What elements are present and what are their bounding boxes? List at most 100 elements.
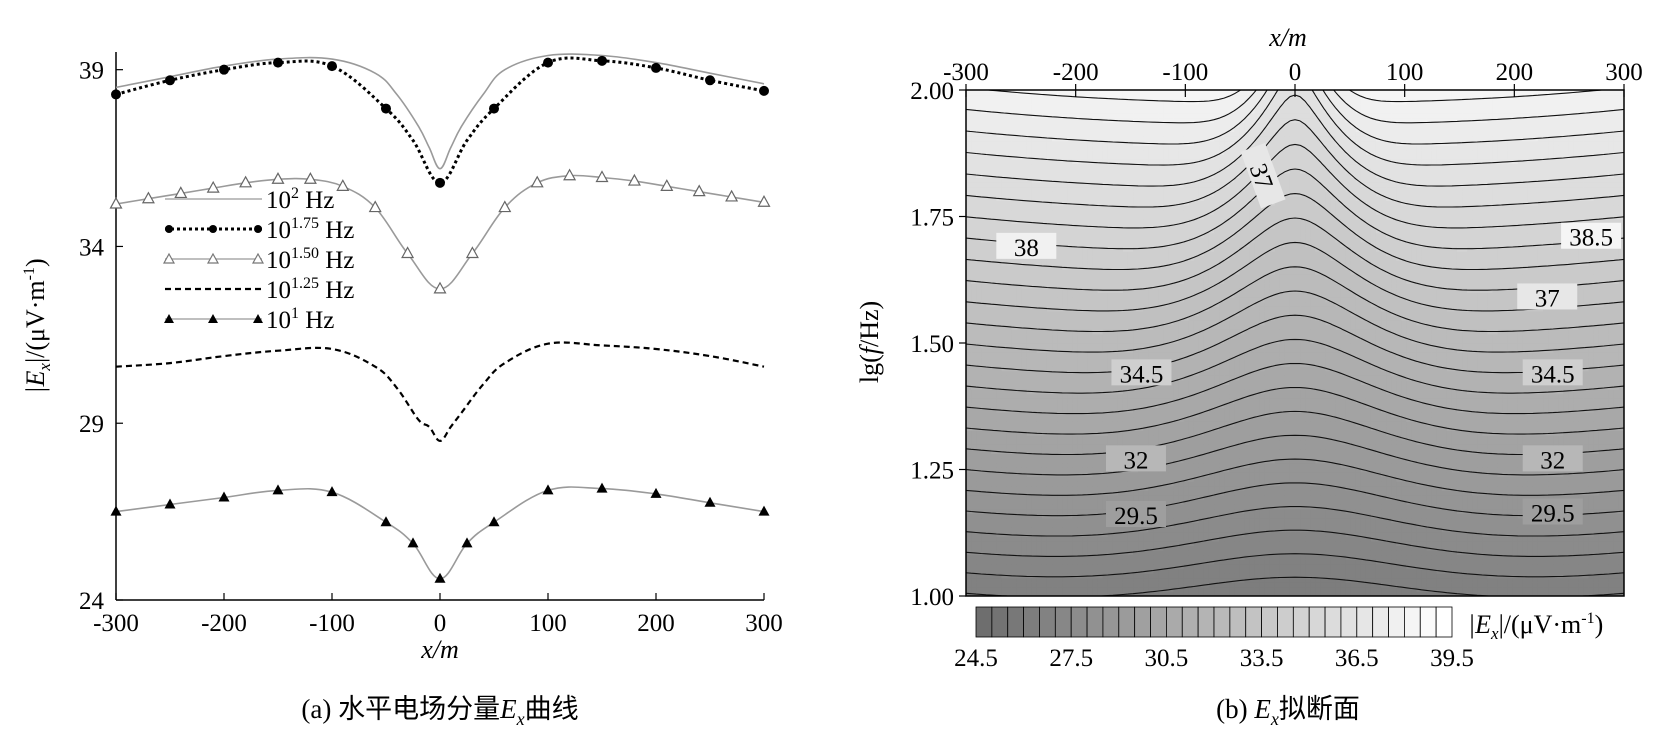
heatmap-cell (1289, 545, 1296, 551)
heatmap-cell (1492, 517, 1499, 523)
heatmap-cell (1401, 439, 1407, 445)
heatmap-cell (1178, 527, 1185, 533)
heatmap-cell (1036, 554, 1043, 560)
heatmap-cell (1502, 485, 1509, 491)
heatmap-cell (1492, 508, 1499, 514)
heatmap-cell (1305, 513, 1311, 519)
heatmap-cell (1391, 471, 1397, 477)
heatmap-cell (1274, 435, 1281, 441)
heatmap-cell (1305, 499, 1311, 505)
legend-marker-circle (165, 225, 173, 233)
heatmap-cell (1193, 494, 1200, 500)
heatmap-cell (1426, 582, 1433, 588)
heatmap-cell (981, 490, 987, 496)
heatmap-cell (1406, 573, 1413, 579)
heatmap-cell (1279, 559, 1286, 565)
heatmap-cell (1295, 527, 1301, 533)
heatmap-cell (1315, 531, 1321, 537)
heatmap-cell (1335, 527, 1342, 533)
heatmap-cell (1497, 568, 1504, 574)
heatmap-cell (1462, 559, 1468, 565)
heatmap-cell (1188, 582, 1195, 588)
heatmap-cell (1497, 494, 1504, 500)
heatmap-cell (1335, 453, 1342, 459)
heatmap-cell (1031, 425, 1038, 431)
heatmap-cell (1173, 531, 1180, 537)
heatmap-cell (996, 485, 1003, 491)
heatmap-cell (1396, 425, 1402, 431)
heatmap-cell (1391, 485, 1397, 491)
heatmap-cell (1416, 554, 1423, 560)
heatmap-cell (1330, 435, 1337, 441)
heatmap-cell (1598, 527, 1605, 533)
heatmap-cell (1396, 444, 1402, 450)
heatmap-cell (1295, 540, 1301, 546)
heatmap-cell (1512, 435, 1519, 441)
heatmap-cell (1117, 568, 1124, 574)
heatmap-cell (1588, 425, 1595, 431)
heatmap-cell (1441, 591, 1448, 596)
heatmap-cell (1026, 467, 1033, 473)
heatmap-cell (1507, 573, 1514, 579)
heatmap-cell (1234, 522, 1240, 528)
heatmap-cell (1239, 485, 1245, 491)
heatmap-cell (1482, 458, 1488, 464)
heatmap-cell (1178, 430, 1185, 436)
heatmap-cell (1052, 421, 1058, 427)
heatmap-cell (1203, 545, 1210, 551)
heatmap-cell (1330, 591, 1337, 596)
heatmap-cell (1558, 527, 1564, 533)
heatmap-cell (1543, 582, 1549, 588)
heatmap-cell (1416, 435, 1423, 441)
heatmap-cell (1441, 513, 1448, 519)
heatmap-cell (1613, 476, 1620, 482)
heatmap-cell (1006, 485, 1013, 491)
heatmap-cell (1386, 527, 1392, 533)
heatmap-cell (1482, 540, 1488, 546)
heatmap-cell (1588, 494, 1595, 500)
heatmap-cell (1456, 462, 1463, 468)
heatmap-cell (1219, 577, 1225, 583)
heatmap-cell (1608, 540, 1615, 546)
heatmap-cell (1249, 425, 1256, 431)
heatmap-cell (1543, 563, 1549, 569)
heatmap-cell (1548, 435, 1554, 441)
heatmap-cell (1274, 476, 1281, 482)
heatmap-cell (1517, 545, 1524, 551)
heatmap-cell (1284, 458, 1291, 464)
heatmap-cell (1127, 421, 1134, 427)
heatmap-cell (1441, 554, 1448, 560)
legend-marker-open-triangle (162, 252, 176, 264)
heatmap-cell (1482, 476, 1488, 482)
heatmap-cell (1436, 453, 1443, 459)
heatmap-cell (1386, 439, 1392, 445)
heatmap-cell (1208, 545, 1215, 551)
heatmap-cell (1057, 508, 1063, 514)
heatmap-cell (1183, 425, 1190, 431)
heatmap-cell (1391, 499, 1397, 505)
heatmap-cell (1077, 444, 1084, 450)
heatmap-cell (1188, 439, 1195, 445)
heatmap-cell (1122, 568, 1129, 574)
heatmap-cell (1588, 471, 1595, 477)
heatmap-cell (1558, 559, 1564, 565)
heatmap-cell (1441, 462, 1448, 468)
heatmap-cell (1249, 591, 1256, 596)
heatmap-cell (1057, 577, 1063, 583)
heatmap-cell (1375, 577, 1382, 583)
heatmap-cell (1305, 568, 1311, 574)
heatmap-cell (1052, 527, 1058, 533)
heatmap-cell (1279, 573, 1286, 579)
heatmap-cell (1386, 430, 1392, 436)
heatmap-cell (1507, 536, 1514, 542)
heatmap-cell (1350, 586, 1357, 592)
heatmap-cell (1401, 494, 1407, 500)
heatmap-cell (1482, 481, 1488, 487)
heatmap-cell (1036, 448, 1043, 454)
heatmap-cell (1001, 554, 1008, 560)
heatmap-cell (1381, 517, 1387, 523)
heatmap-cell (1239, 559, 1245, 565)
heatmap-cell (1011, 582, 1018, 588)
heatmap-cell (1411, 554, 1418, 560)
heatmap-cell (1472, 508, 1478, 514)
